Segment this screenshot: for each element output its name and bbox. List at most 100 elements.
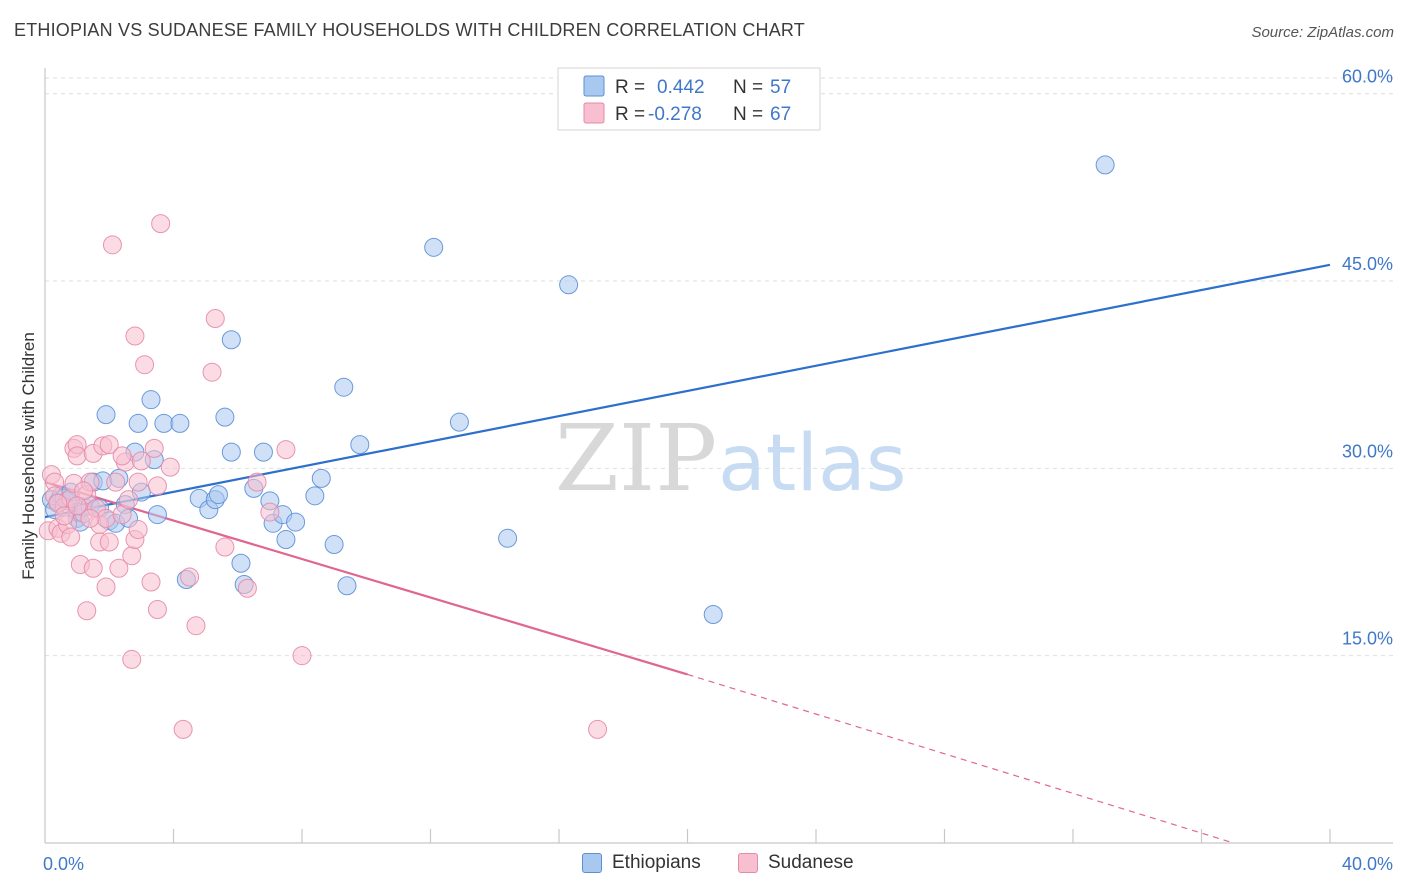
ethiopians-point-40: [253, 442, 273, 462]
sudanese-point-63: [112, 446, 132, 466]
y-axis-title: Family Households with Children: [19, 332, 38, 580]
ethiopians-point-55: [559, 275, 579, 295]
trend-lines: [44, 263, 1331, 844]
ethiopians-point-46: [305, 486, 325, 506]
sudanese-point-51: [202, 362, 222, 382]
ethiopians-point-56: [703, 604, 723, 624]
sudanese-point-59: [588, 719, 608, 739]
sudanese-point-37: [125, 326, 145, 346]
ethiopians-point-36: [221, 330, 241, 350]
sudanese-point-16: [77, 601, 97, 621]
sudanese-point-29: [102, 235, 122, 255]
sudanese-point-65: [80, 508, 100, 528]
ethiopians-point-57: [1095, 155, 1115, 175]
sudanese-point-52: [205, 309, 225, 329]
legend-box: R = 0.442 N = 57 R = -0.278 N = 67: [557, 67, 821, 131]
ethiopians-point-51: [350, 435, 370, 455]
legend-n-label-2: N =: [733, 104, 763, 125]
sudanese-point-43: [141, 572, 161, 592]
watermark-atlas: atlas: [718, 419, 907, 509]
sudanese-point-31: [109, 558, 129, 578]
sudanese-point-45: [147, 476, 167, 496]
sudanese-point-53: [215, 537, 235, 557]
sudanese-point-57: [276, 440, 296, 460]
chart-title: ETHIOPIAN VS SUDANESE FAMILY HOUSEHOLDS …: [14, 20, 805, 40]
ethiopians-swatch: [582, 853, 602, 873]
ethiopians-point-28: [170, 413, 190, 433]
ethiopians-point-24: [141, 390, 161, 410]
sudanese-point-42: [135, 355, 155, 375]
sudanese-point-41: [131, 451, 151, 471]
sudanese-legend-label: Sudanese: [768, 852, 854, 873]
sudanese-point-66: [160, 457, 180, 477]
sudanese-point-64: [67, 496, 87, 516]
sudanese-point-20: [83, 558, 103, 578]
ethiopians-legend-label: Ethiopians: [612, 852, 701, 873]
legend-swatch-ethiopians: [583, 75, 605, 97]
y-tick-label-3: 60.0%: [1342, 67, 1393, 87]
ethiopians-point-44: [276, 530, 296, 550]
y-tick-label-2: 45.0%: [1342, 254, 1393, 274]
sudanese-point-40: [128, 472, 148, 492]
data-points: [38, 155, 1115, 739]
sudanese-point-26: [96, 577, 116, 597]
sudanese-point-35: [122, 546, 142, 566]
sudanese-point-47: [151, 214, 171, 234]
ethiopians-point-37: [231, 553, 251, 573]
sudanese-point-36: [122, 649, 142, 669]
legend-r-value-2: -0.278: [648, 104, 702, 125]
source-label: Source: ZipAtlas.com: [1251, 24, 1394, 41]
legend-n-value-2: 67: [770, 104, 791, 125]
sudanese-point-34: [119, 490, 139, 510]
sudanese-point-56: [260, 502, 280, 522]
sudanese-point-27: [99, 435, 119, 455]
sudanese-point-30: [106, 472, 126, 492]
bottom-legend-ethiopians: Ethiopians: [582, 852, 701, 874]
legend-r-label-2: R =: [615, 104, 645, 125]
ethiopians-point-50: [337, 576, 357, 596]
watermark: ZIP atlas: [555, 405, 907, 512]
bottom-legend-sudanese: Sudanese: [738, 852, 854, 874]
ethiopians-point-54: [498, 528, 518, 548]
axes: [44, 68, 1393, 844]
ethiopians-point-35: [221, 442, 241, 462]
sudanese-point-62: [54, 506, 74, 526]
sudanese-point-9: [61, 527, 81, 547]
legend-n-value-1: 57: [770, 77, 791, 98]
ethiopians-point-22: [128, 413, 148, 433]
legend-r-label-1: R =: [615, 77, 645, 98]
x-tick-label-1: 40.0%: [1342, 854, 1393, 874]
sudanese-point-50: [186, 616, 206, 636]
x-tick-label-0: 0.0%: [43, 854, 84, 874]
watermark-zip: ZIP: [555, 405, 717, 512]
sudanese-point-39: [128, 520, 148, 540]
legend-n-label-1: N =: [733, 77, 763, 98]
ethiopians-point-26: [147, 505, 167, 525]
ethiopians-point-49: [334, 377, 354, 397]
sudanese-point-25: [96, 508, 116, 528]
ethiopians-point-52: [424, 237, 444, 257]
ethiopians-point-27: [154, 413, 174, 433]
y-tick-label-0: 15.0%: [1342, 629, 1393, 649]
ethiopians-point-15: [96, 405, 116, 425]
bottom-legend: Ethiopians Sudanese: [0, 852, 1406, 878]
sudanese-point-44: [144, 438, 164, 458]
ethiopians-point-34: [215, 407, 235, 427]
sudanese-point-28: [99, 532, 119, 552]
sudanese-point-49: [180, 567, 200, 587]
legend-r-value-1: 0.442: [657, 77, 705, 98]
x-tick-labels: 0.0% 40.0%: [43, 854, 1393, 874]
ethiopians-point-53: [449, 412, 469, 432]
ethiopians-point-48: [324, 535, 344, 555]
sudanese-point-54: [237, 578, 257, 598]
y-tick-labels: 15.0% 30.0% 45.0% 60.0%: [1342, 67, 1393, 649]
sudanese-point-58: [292, 646, 312, 666]
sudanese-point-48: [173, 719, 193, 739]
sudanese-point-46: [147, 599, 167, 619]
y-tick-label-1: 30.0%: [1342, 441, 1393, 461]
ethiopians-point-33: [208, 485, 228, 505]
ethiopians-point-47: [311, 468, 331, 488]
sudanese-point-55: [247, 472, 267, 492]
sudanese-swatch: [738, 853, 758, 873]
sudanese-trend-extension: [687, 673, 1234, 844]
